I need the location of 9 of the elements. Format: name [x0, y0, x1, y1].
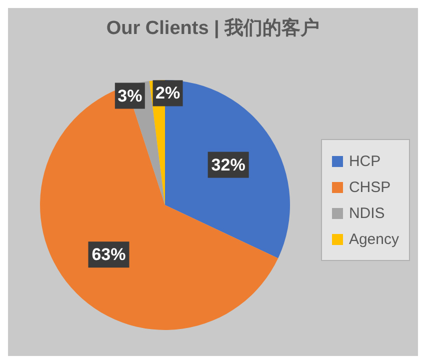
legend-label: HCP [348, 152, 381, 170]
legend-label: Agency [348, 230, 399, 248]
data-label: 3% [118, 86, 142, 106]
data-label: 2% [155, 84, 180, 103]
legend-label: NDIS [348, 204, 385, 222]
data-label: 63% [92, 245, 126, 264]
legend-label: CHSP [348, 178, 391, 196]
data-label: 32% [211, 155, 246, 174]
chart-title: Our Clients | 我们的客户 [105, 16, 321, 41]
